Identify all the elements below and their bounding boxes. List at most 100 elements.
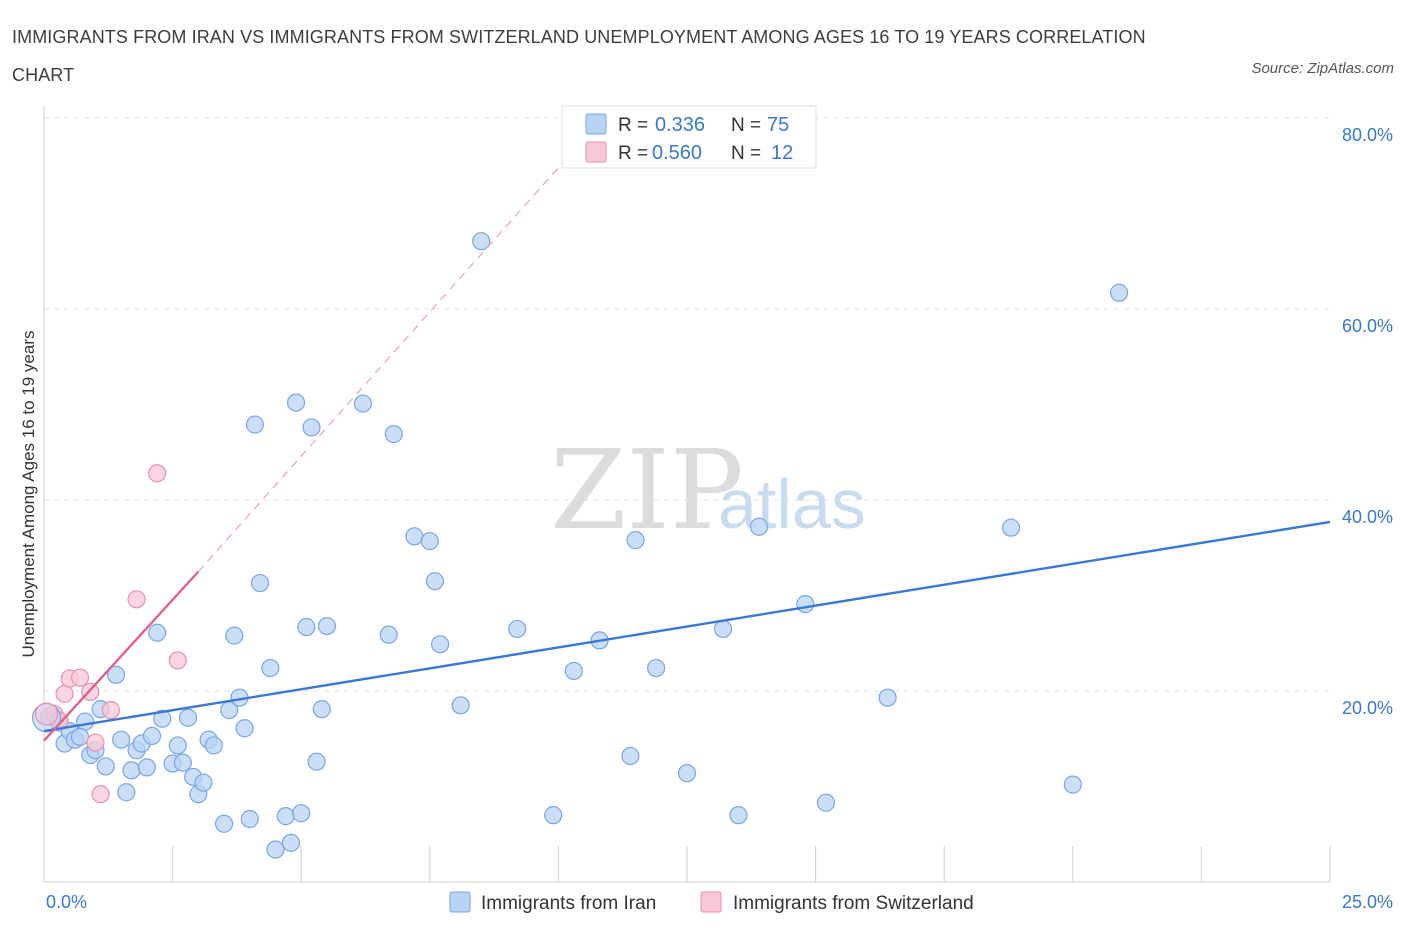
point-iran <box>384 425 403 444</box>
legend-n-label-switzerland: N = <box>731 143 761 164</box>
point-switzerland <box>86 733 105 752</box>
x-tick-labels: 0.0% 25.0% <box>46 892 1393 912</box>
point-iran <box>194 773 213 792</box>
point-iran <box>148 623 167 642</box>
chart-title: IMMIGRANTS FROM IRAN VS IMMIGRANTS FROM … <box>12 27 1146 85</box>
point-iran <box>245 415 265 434</box>
point-iran <box>379 625 398 644</box>
point-iran <box>292 804 311 823</box>
point-iran <box>106 665 126 684</box>
bottom-legend-swatch-iran <box>449 891 471 913</box>
point-iran <box>626 531 645 550</box>
source-label: Source: ZipAtlas.com <box>1251 60 1394 77</box>
point-iran <box>204 736 223 755</box>
point-iran <box>307 752 326 771</box>
point-iran <box>302 418 321 437</box>
legend-n-value-iran: 75 <box>767 114 789 136</box>
legend-swatch-iran <box>585 113 607 135</box>
point-iran <box>142 726 162 745</box>
point-iran <box>425 572 445 591</box>
point-iran <box>317 616 337 636</box>
point-switzerland <box>127 590 146 609</box>
point-switzerland <box>55 684 74 703</box>
point-iran <box>122 761 141 780</box>
point-switzerland <box>101 700 120 720</box>
data-points <box>31 232 1129 859</box>
legend-swatch-switzerland <box>585 141 607 163</box>
trend-lines <box>43 155 1331 742</box>
y-tick-label: 20.0% <box>1342 698 1393 718</box>
point-iran <box>621 746 640 766</box>
y-tick-labels: 20.0% 40.0% 60.0% 80.0% <box>1342 125 1393 718</box>
point-iran <box>729 806 748 825</box>
point-iran <box>286 393 306 412</box>
point-iran <box>266 840 285 859</box>
grid <box>44 117 1330 692</box>
y-tick-label: 40.0% <box>1342 507 1393 527</box>
x-tick-label: 0.0% <box>46 892 87 912</box>
point-iran <box>96 757 115 776</box>
legend-n-label-iran: N = <box>731 115 761 136</box>
point-iran <box>796 594 815 614</box>
legend-r-value-switzerland: 0.560 <box>652 142 702 164</box>
point-iran <box>168 736 187 755</box>
y-tick-label: 80.0% <box>1342 125 1393 145</box>
point-iran <box>235 719 254 738</box>
bottom-legend-label-iran: Immigrants from Iran <box>481 893 656 914</box>
watermark-zip: ZIP <box>550 426 744 554</box>
point-switzerland <box>91 785 110 804</box>
correlation-legend: R = 0.336 N = 75 R = 0.560 N = 12 <box>561 105 817 169</box>
point-switzerland <box>70 668 90 687</box>
point-switzerland-cluster <box>34 702 59 726</box>
point-iran <box>749 517 769 536</box>
point-iran <box>816 793 835 812</box>
x-tick-label: 25.0% <box>1342 892 1393 912</box>
y-axis-label: Unemployment Among Ages 16 to 19 years <box>19 331 38 658</box>
point-iran <box>153 709 172 728</box>
point-iran <box>312 700 331 719</box>
legend-r-label-iran: R = <box>618 115 648 136</box>
point-iran <box>250 573 270 593</box>
point-iran <box>1063 775 1082 794</box>
point-iran <box>564 661 583 681</box>
point-iran <box>76 712 95 731</box>
point-iran <box>240 809 259 829</box>
legend-n-value-switzerland: 12 <box>771 142 793 164</box>
point-iran <box>112 730 131 749</box>
x-ticks <box>172 846 1331 882</box>
point-iran <box>173 753 192 772</box>
point-iran <box>878 688 897 707</box>
series-legend: Immigrants from Iran Immigrants from Swi… <box>449 891 974 914</box>
point-switzerland <box>168 651 187 670</box>
point-iran <box>214 814 234 833</box>
point-iran <box>508 619 527 639</box>
point-iran <box>1109 283 1129 302</box>
point-iran <box>117 783 136 802</box>
point-iran <box>677 764 697 783</box>
bottom-legend-swatch-switzerland <box>700 891 722 913</box>
bottom-legend-label-switzerland: Immigrants from Switzerland <box>733 893 974 914</box>
point-iran <box>261 658 280 678</box>
point-iran <box>137 758 156 777</box>
trend-line-switzerland <box>43 570 200 742</box>
point-iran <box>276 807 295 826</box>
point-iran <box>297 617 316 637</box>
point-iran <box>472 232 491 251</box>
point-iran <box>713 619 733 639</box>
watermark-atlas: atlas <box>718 465 866 543</box>
trend-extension-switzerland <box>197 155 570 573</box>
y-tick-label: 60.0% <box>1342 316 1393 336</box>
legend-r-label-switzerland: R = <box>618 143 648 164</box>
point-switzerland <box>148 464 167 483</box>
trend-line-iran <box>43 520 1331 733</box>
legend-r-value-iran: 0.336 <box>655 114 705 136</box>
point-iran <box>1001 518 1021 537</box>
point-iran <box>544 806 563 825</box>
point-iran <box>405 527 424 546</box>
point-iran <box>178 708 198 727</box>
point-iran <box>420 531 439 551</box>
point-iran <box>281 833 301 852</box>
point-iran <box>353 394 373 413</box>
point-iran <box>225 626 244 645</box>
